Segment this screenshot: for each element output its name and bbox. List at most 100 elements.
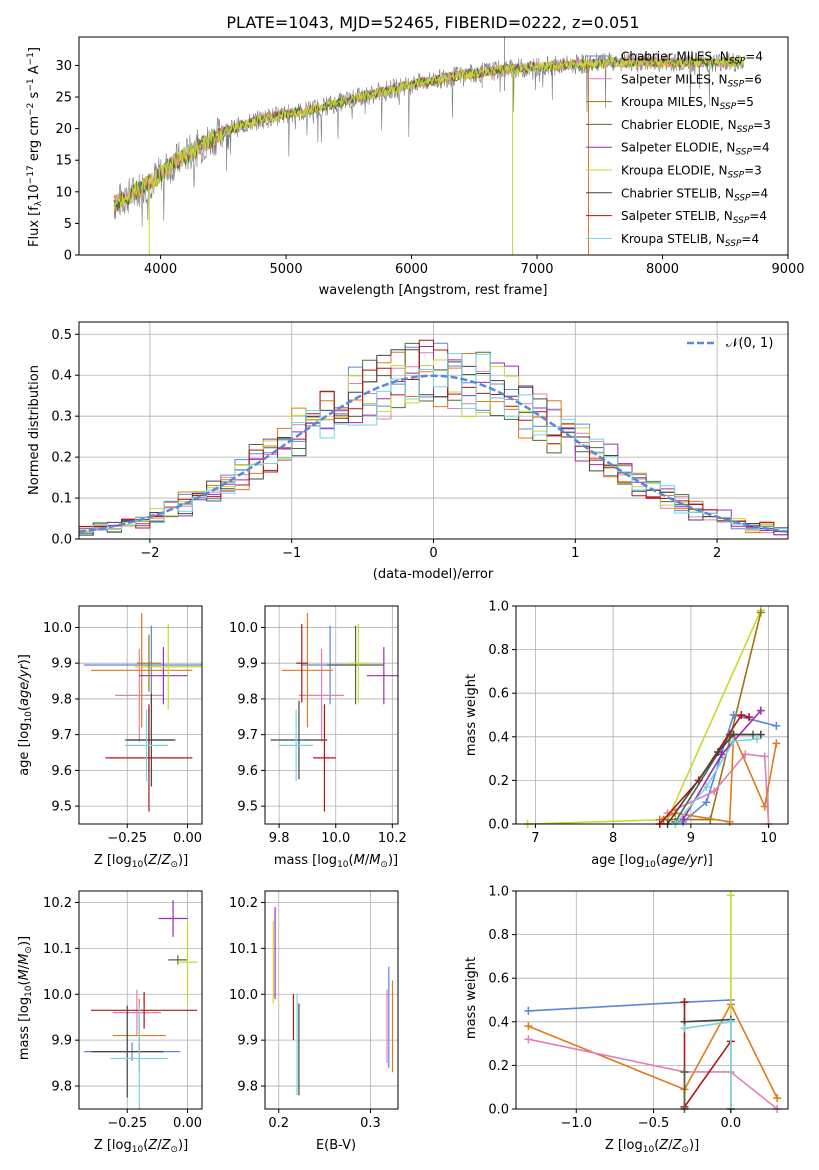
residual-hist-kroupa_stelib <box>79 353 788 533</box>
weight-marker-salpeter_elodie <box>756 706 765 715</box>
mass-vs-z-plot-area: −0.25 0.00 9.8 9.9 10.0 10.1 10.2 <box>43 890 203 1131</box>
weight-marker-chabrier_miles <box>702 798 711 807</box>
axes-frame <box>264 890 399 1110</box>
weight-marker-kroupa_stelib <box>680 1024 689 1033</box>
x-tick-label: 7000 <box>520 262 553 277</box>
x-tick-label: −0.5 <box>638 1116 670 1131</box>
age-vs-mass-panel: 9.8 10.0 10.2 9.5 9.6 9.7 9.8 9.9 10.0 mass [log… <box>229 605 407 870</box>
y-tick-label: 9.8 <box>237 692 258 707</box>
y-tick-label: 9.8 <box>51 692 72 707</box>
y-tick-label: 0.6 <box>488 972 509 987</box>
weight-marker-kroupa_elodie <box>726 891 735 900</box>
legend-label-kroupa_elodie: Kroupa ELODIE, NSSP=3 <box>621 164 762 181</box>
figure-title: PLATE=1043, MJD=52465, FIBERID=0222, z=0… <box>226 13 639 32</box>
y-tick-label: 0.2 <box>488 774 509 789</box>
weight-marker-orange <box>524 1022 533 1031</box>
x-tick-label: 7 <box>531 831 539 846</box>
errorbars <box>270 613 398 812</box>
y-tick-label: 0.0 <box>51 533 72 548</box>
weight-marker-salpeter_miles <box>710 787 719 796</box>
weight-lines <box>523 606 781 828</box>
weight-marker-chabrier_stelib <box>756 730 765 739</box>
x-tick-label: 0.00 <box>173 831 202 846</box>
y-tick-label: 15 <box>55 154 72 169</box>
weight-marker-kroupa_miles <box>756 608 765 617</box>
x-tick-label: −2 <box>140 546 159 561</box>
weight-vs-z-panel: −1.0 −0.5 0.0 0.0 0.2 0.4 0.6 0.8 1.0 Z [log10(Z… <box>464 885 789 1155</box>
mass-vs-ebv-xlabel: E(B-V) <box>316 1138 356 1153</box>
x-tick-label: 4000 <box>144 262 177 277</box>
y-tick-label: 25 <box>55 91 72 106</box>
legend-label-chabrier_elodie: Chabrier ELODIE, NSSP=3 <box>621 118 771 135</box>
spectrum-legend: Chabrier MILES, NSSP=4 Salpeter MILES, NS… <box>586 50 771 249</box>
x-tick-label: 6000 <box>395 262 428 277</box>
y-tick-label: 10.2 <box>43 896 72 911</box>
errorbars <box>272 907 394 1096</box>
x-tick-label: 1 <box>571 546 579 561</box>
spectrum-ylabel: Flux [fλ10−17 erg cm−2 s−1 A−1] <box>26 47 44 247</box>
axes-frame <box>515 890 789 1110</box>
weight-marker-chabrier_elodie <box>680 1067 689 1076</box>
y-tick-label: 0.3 <box>51 410 72 425</box>
y-tick-label: 0.0 <box>488 818 509 833</box>
y-tick-label: 30 <box>55 59 72 74</box>
y-tick-label: 10.0 <box>43 621 72 636</box>
legend-label-chabrier_stelib: Chabrier STELIB, NSSP=4 <box>621 186 768 203</box>
weight-marker-orange <box>773 1094 782 1103</box>
legend-label-kroupa_stelib: Kroupa STELIB, NSSP=4 <box>621 232 759 249</box>
y-tick-label: 10.2 <box>229 896 258 911</box>
age-vs-mass-plot-area: 9.8 10.0 10.2 9.5 9.6 9.7 9.8 9.9 10.0 <box>229 605 407 846</box>
spectrum-xlabel: wavelength [Angstrom, rest frame] <box>319 283 548 298</box>
y-tick-label: 9.9 <box>51 657 72 672</box>
y-tick-label: 9.8 <box>237 1080 258 1095</box>
axes-frame <box>264 605 399 825</box>
x-tick-label: 8 <box>609 831 617 846</box>
normal-curve <box>79 374 788 534</box>
weight-line-salpeter_elodie <box>682 710 762 821</box>
axes-frame <box>78 605 203 825</box>
weight-marker-chabrier_miles <box>524 1006 533 1015</box>
weight-vs-z-xlabel: Z [log10(Z/Z⊙)] <box>605 1138 699 1155</box>
y-tick-label: 1.0 <box>488 600 509 615</box>
y-tick-label: 0.4 <box>488 1015 509 1030</box>
weight-vs-age-ylabel: mass weight <box>464 674 479 756</box>
y-tick-label: 0.0 <box>488 1103 509 1118</box>
legend-label-salpeter_miles: Salpeter MILES, NSSP=6 <box>621 72 762 89</box>
y-tick-label: 9.7 <box>51 728 72 743</box>
weight-marker-salpeter_miles <box>524 1035 533 1044</box>
y-tick-label: 9.9 <box>237 1034 258 1049</box>
errorbars <box>83 613 202 812</box>
mass-vs-z-xlabel: Z [log10(Z/Z⊙)] <box>94 1138 188 1155</box>
age-vs-z-panel: −0.25 0.00 9.5 9.6 9.7 9.8 9.9 10.0 Z [log10(Z/… <box>17 605 203 870</box>
x-tick-label: 0.2 <box>268 1116 289 1131</box>
weight-line-kroupa_elodie <box>527 610 762 825</box>
y-tick-label: 0.6 <box>488 687 509 702</box>
weight-marker-kroupa_stelib <box>729 737 738 746</box>
mass-vs-ebv-panel: 0.2 0.3 9.8 9.9 10.0 10.1 10.2 E(B-V) <box>229 890 399 1153</box>
weight-marker-kroupa_stelib <box>702 782 711 791</box>
x-tick-label: 0.0 <box>720 1116 741 1131</box>
y-tick-label: 9.5 <box>51 800 72 815</box>
residuals-xlabel: (data-model)/error <box>373 567 494 582</box>
x-tick-label: 2 <box>713 546 721 561</box>
x-tick-label: −1.0 <box>560 1116 592 1131</box>
age-vs-mass-xlabel: mass [log10(M/M⊙)] <box>274 853 398 870</box>
y-tick-label: 9.7 <box>237 728 258 743</box>
x-tick-label: 9000 <box>771 262 804 277</box>
x-tick-label: 0.00 <box>173 1116 202 1131</box>
weight-marker-salpeter_elodie <box>679 815 688 824</box>
x-tick-label: 10.2 <box>378 831 407 846</box>
y-tick-label: 0.4 <box>488 730 509 745</box>
mass-vs-z-panel: −0.25 0.00 9.8 9.9 10.0 10.1 10.2 Z [log10(Z/Z… <box>17 890 203 1155</box>
axes-frame <box>78 890 203 1110</box>
y-tick-label: 0.2 <box>488 1059 509 1074</box>
weight-marker-orange <box>772 739 781 748</box>
mass-vs-ebv-plot-area: 0.2 0.3 9.8 9.9 10.0 10.1 10.2 <box>229 890 399 1131</box>
weight-marker-salpeter_stelib <box>737 711 746 719</box>
y-tick-label: 10.0 <box>229 988 258 1003</box>
y-tick-label: 9.8 <box>51 1080 72 1095</box>
age-vs-z-ylabel: age [log10(age/yr)] <box>17 654 34 776</box>
spectrum-lines <box>113 37 745 255</box>
residuals-panel: −2 −1 0 1 2 0.0 0.1 0.2 0.3 0.4 0.5 (data-model)/e… <box>27 321 789 582</box>
